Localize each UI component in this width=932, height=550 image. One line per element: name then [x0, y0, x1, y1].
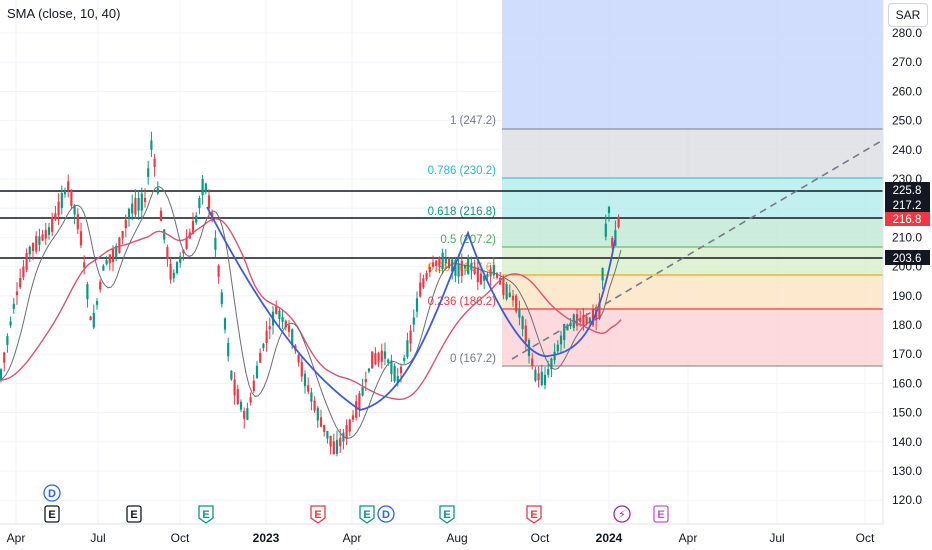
time-axis-label: Jul — [769, 531, 784, 545]
price-axis-label: 120.0 — [892, 493, 922, 507]
svg-text:⚡: ⚡ — [618, 509, 626, 521]
time-axis-label: Oct — [856, 531, 875, 545]
price-tag-225-8: 225.8 — [885, 182, 930, 197]
fib-label-0236: 0.236 (186.2) — [428, 296, 497, 308]
sma-40-line[interactable] — [0, 217, 622, 401]
price-axis-label: 270.0 — [892, 55, 922, 69]
svg-text:E: E — [363, 509, 370, 521]
sma-10-line[interactable] — [0, 186, 622, 439]
svg-text:E: E — [530, 509, 537, 521]
svg-text:E: E — [130, 509, 137, 521]
price-axis-label: 150.0 — [892, 406, 922, 420]
event-markers[interactable]: EDE E E E D E E ⚡ E — [43, 484, 669, 524]
indicator-legend[interactable]: SMA (close, 10, 40) — [7, 6, 121, 21]
price-axis[interactable] — [883, 0, 932, 550]
event-dividend-marker: D — [43, 484, 61, 502]
price-axis-label: 170.0 — [892, 347, 922, 361]
svg-text:216.8: 216.8 — [893, 214, 922, 226]
fib-zone-0618 — [502, 218, 883, 247]
event-dividend-marker: D — [377, 505, 395, 523]
price-tag-216-8-last: 216.8 — [885, 212, 930, 226]
svg-text:203.6: 203.6 — [893, 253, 922, 265]
event-earnings-red-marker: E — [310, 505, 326, 524]
price-axis-label: 240.0 — [892, 143, 922, 157]
price-axis-label: 260.0 — [892, 84, 922, 98]
projection-zone — [502, 0, 883, 129]
time-axis-label: Oct — [531, 531, 550, 545]
fib-zone-0382 — [502, 275, 883, 309]
event-earnings-gray-marker: E — [44, 505, 60, 523]
price-tag-203-6: 203.6 — [885, 250, 930, 265]
price-axis-label: 250.0 — [892, 114, 922, 128]
fib-labels: 1 (247.2) 0.786 (230.2) 0.618 (216.8) 0.… — [428, 115, 497, 365]
time-axis-label: Oct — [171, 531, 190, 545]
event-earnings-green-marker: E — [198, 505, 214, 524]
price-axis-label: 190.0 — [892, 289, 922, 303]
time-axis-labels[interactable]: Apr Jul Oct 2023 Apr Aug Oct 2024 Apr Jul Oct — [7, 531, 875, 545]
time-axis-label: Apr — [7, 531, 26, 545]
price-tag-217-2: 217.2 — [885, 197, 930, 212]
event-earnings-green-marker: E — [359, 505, 375, 524]
event-flash-marker: ⚡ — [613, 505, 631, 523]
fib-zone-1 — [502, 129, 883, 178]
fib-label-05: 0.5 (207.2) — [440, 234, 496, 246]
time-axis-label: Jul — [90, 531, 105, 545]
price-axis-label: 140.0 — [892, 435, 922, 449]
time-axis-label: 2024 — [596, 531, 623, 545]
event-earnings-gray-marker: E — [126, 505, 142, 523]
event-earnings-green-marker: E — [439, 505, 455, 524]
time-axis-label: Apr — [679, 531, 698, 545]
cup-pattern-line[interactable] — [206, 206, 616, 411]
fib-zone-05 — [502, 247, 883, 275]
svg-text:217.2: 217.2 — [893, 200, 922, 212]
svg-text:E: E — [202, 509, 209, 521]
currency-button[interactable]: SAR — [888, 3, 928, 27]
fib-label-0: 0 (167.2) — [450, 353, 496, 365]
price-axis-label: 130.0 — [892, 464, 922, 478]
svg-text:E: E — [443, 509, 450, 521]
event-earnings-red-marker: E — [526, 505, 542, 524]
time-axis-label: Aug — [446, 531, 467, 545]
fib-zone-0786 — [502, 178, 883, 218]
price-axis-label: 180.0 — [892, 318, 922, 332]
event-earnings-purple-marker: E — [653, 505, 669, 523]
svg-text:E: E — [657, 509, 664, 521]
svg-text:225.8: 225.8 — [893, 185, 922, 197]
fib-label-0786: 0.786 (230.2) — [428, 165, 497, 177]
time-axis-label: Apr — [343, 531, 362, 545]
price-axis-label: 280.0 — [892, 26, 922, 40]
time-axis-label: 2023 — [253, 531, 280, 545]
price-axis-labels: 280.0270.0260.0250.0240.0230.0220.0210.0… — [892, 26, 922, 507]
svg-text:D: D — [48, 488, 56, 500]
price-tags: 225.8 217.2 216.8 203.6 — [885, 182, 930, 265]
candlestick-series — [0, 131, 620, 457]
svg-text:E: E — [48, 509, 55, 521]
svg-text:D: D — [382, 509, 390, 521]
price-axis-label: 160.0 — [892, 376, 922, 390]
fib-label-0618: 0.618 (216.8) — [428, 206, 497, 218]
fib-zone-0236 — [502, 309, 883, 366]
fib-label-1: 1 (247.2) — [450, 115, 496, 127]
price-axis-label: 210.0 — [892, 230, 922, 244]
svg-text:E: E — [314, 509, 321, 521]
